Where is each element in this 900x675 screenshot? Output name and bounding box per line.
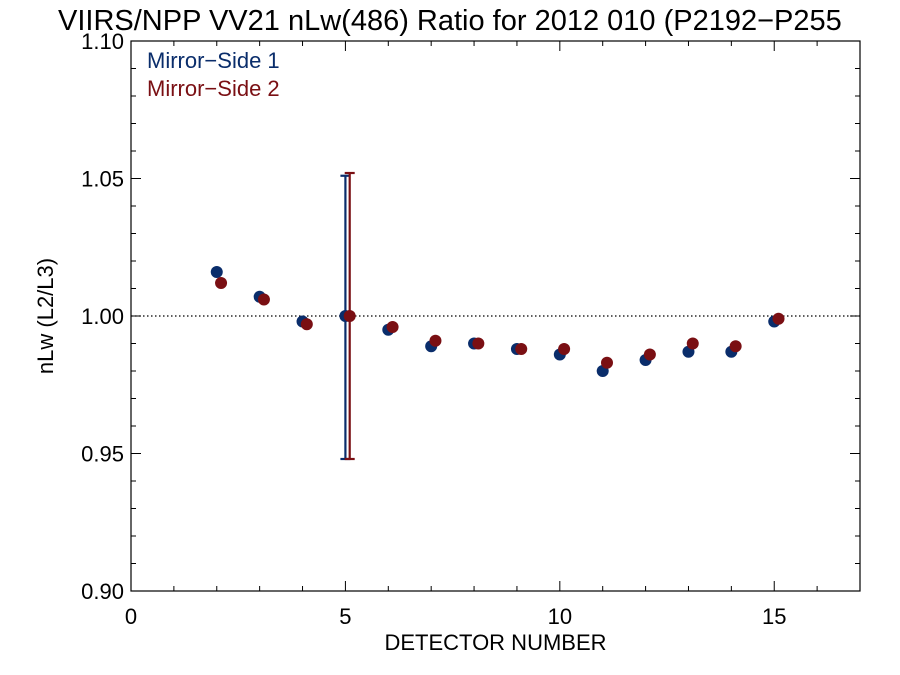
legend-entry-mirror-side-2: Mirror−Side 2 bbox=[147, 76, 280, 101]
y-tick-label: 1.00 bbox=[81, 304, 124, 329]
data-point-mirror-side-2 bbox=[215, 277, 228, 289]
data-point-mirror-side-2 bbox=[772, 312, 785, 325]
data-point-mirror-side-2 bbox=[515, 343, 528, 355]
x-tick-label: 15 bbox=[762, 604, 786, 629]
legend-entry-mirror-side-1: Mirror−Side 1 bbox=[147, 48, 280, 73]
data-point-mirror-side-2 bbox=[558, 343, 571, 355]
y-tick-label: 0.90 bbox=[81, 579, 124, 604]
data-point-mirror-side-2 bbox=[300, 318, 313, 331]
x-tick-label: 0 bbox=[125, 604, 137, 629]
data-point-mirror-side-2 bbox=[429, 334, 442, 347]
data-point-mirror-side-2 bbox=[386, 321, 399, 333]
data-point-mirror-side-2 bbox=[686, 337, 699, 350]
y-tick-label: 0.95 bbox=[81, 442, 124, 467]
data-point-mirror-side-2 bbox=[257, 293, 270, 306]
y-tick-label: 1.10 bbox=[81, 29, 124, 54]
data-point-mirror-side-2 bbox=[643, 348, 656, 361]
data-point-mirror-side-2 bbox=[729, 340, 742, 353]
y-tick-label: 1.05 bbox=[81, 167, 124, 192]
chart-title: VIIRS/NPP VV21 nLw(486) Ratio for 2012 0… bbox=[58, 5, 842, 37]
data-point-mirror-side-2 bbox=[600, 356, 613, 369]
x-axis-label: DETECTOR NUMBER bbox=[384, 630, 606, 655]
data-point-mirror-side-2 bbox=[472, 337, 485, 350]
y-axis-label: nLw (L2/L3) bbox=[33, 258, 58, 374]
x-tick-label: 5 bbox=[339, 604, 351, 629]
data-point-mirror-side-1 bbox=[210, 266, 223, 278]
data-point-mirror-side-2 bbox=[343, 310, 356, 322]
x-tick-label: 10 bbox=[548, 604, 572, 629]
